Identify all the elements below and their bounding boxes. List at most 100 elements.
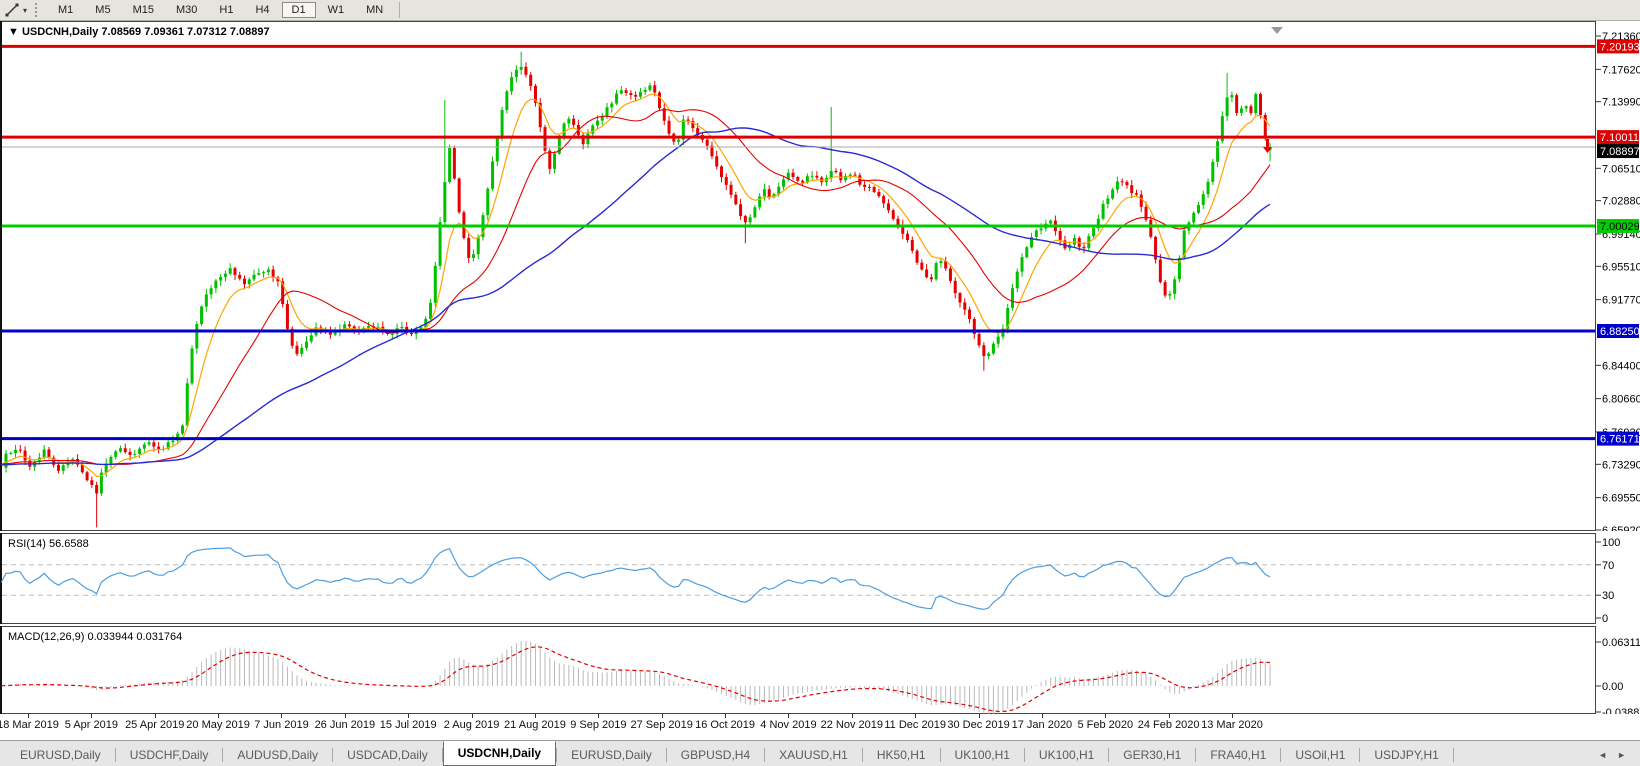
date-axis[interactable]: 18 Mar 2019 5 Apr 2019 25 Apr 2019 20 May 2…	[0, 714, 1640, 740]
date-tick	[471, 714, 473, 718]
macd-label: MACD(12,26,9) 0.033944 0.031764	[8, 631, 182, 643]
tab-fra40-h1[interactable]: FRA40,H1	[1210, 747, 1267, 762]
date-tick	[28, 714, 29, 718]
price-badge	[1597, 130, 1639, 145]
date-tick	[281, 714, 283, 718]
rsi-level-label: 30	[1602, 590, 1614, 602]
tab-usdcnh-daily[interactable]: USDCNH,Daily	[442, 741, 557, 766]
date-tick	[978, 714, 980, 718]
tab-ger30-h1[interactable]: GER30,H1	[1123, 747, 1182, 762]
date-label: 20 May 2019	[186, 719, 250, 731]
tab-divider	[441, 747, 443, 762]
rsi-panel[interactable]: 100 70 30 0 RSI(14) 56.6588	[0, 533, 1640, 624]
tab-hk50-h1[interactable]: HK50,H1	[876, 747, 926, 762]
macd-panel[interactable]: 0.063113 0.00 -0.038872 MACD(12,26,9) 0.033…	[0, 626, 1640, 714]
price-badge-label: 7.00029	[1600, 221, 1640, 233]
date-label: 2 Aug 2019	[443, 719, 500, 731]
date-label: 25 Apr 2019	[125, 719, 185, 731]
price-tick-label: 7.17620	[1602, 64, 1640, 76]
tab-audusd-daily[interactable]: AUDUSD,Daily	[237, 747, 319, 762]
price-badge-label: 7.20193	[1600, 41, 1640, 53]
price-badge	[1597, 144, 1639, 159]
date-label: 7 Jun 2019	[254, 719, 309, 731]
toolbar-grip[interactable]	[35, 3, 41, 17]
timeframe-button-D1[interactable]: D1	[281, 2, 316, 18]
tabs-scroll-left-icon[interactable]: ◄	[1598, 749, 1608, 760]
price-tick-label: 7.13990	[1602, 97, 1640, 109]
tab-eurusd-daily[interactable]: EURUSD,Daily	[20, 747, 101, 762]
date-label: 5 Feb 2020	[1077, 719, 1134, 731]
tab-divider	[222, 747, 224, 762]
tab-usdcad-daily[interactable]: USDCAD,Daily	[347, 747, 428, 762]
price-badge	[1597, 431, 1639, 446]
tabs-scroll-arrows: ◄ ►	[1598, 750, 1626, 760]
date-tick	[1105, 714, 1107, 718]
scroll-end-marker	[1271, 27, 1283, 34]
tab-xauusd-h1[interactable]: XAUUSD,H1	[779, 747, 848, 762]
main-chart[interactable]: 7.213607.176207.139907.065107.028806.991…	[0, 21, 1640, 531]
date-tick	[218, 714, 220, 718]
timeframe-button-H1[interactable]: H1	[219, 4, 234, 16]
line-tool-button[interactable]: ▾	[0, 1, 31, 19]
timeframe-button-W1[interactable]: W1	[327, 4, 345, 16]
price-tick-label: 6.95510	[1602, 261, 1640, 273]
price-badge-label: 6.76171	[1600, 434, 1640, 446]
date-label: 16 Oct 2019	[695, 719, 756, 731]
tab-divider	[665, 747, 667, 762]
tab-divider	[1108, 747, 1110, 762]
date-tick	[851, 714, 853, 718]
date-tick	[91, 714, 93, 718]
date-tick	[1041, 714, 1043, 718]
tick-down-arrow	[1263, 139, 1272, 153]
tab-divider	[1359, 747, 1361, 762]
timeframe-button-M5[interactable]: M5	[95, 4, 111, 16]
tab-gbpusd-h4[interactable]: GBPUSD,H4	[680, 747, 751, 762]
date-label: 17 Jan 2020	[1011, 719, 1073, 731]
tabs-scroll-right-icon[interactable]: ►	[1617, 749, 1626, 760]
price-tick-label: 6.65920	[1602, 525, 1640, 531]
timeframe-buttons: M1 M5 M15 M30 H1 H4 D1 W1 MN	[47, 2, 394, 18]
macd-level-label: 0.063113	[1602, 637, 1640, 649]
tab-divider	[1195, 747, 1197, 762]
date-label: 15 Jul 2019	[379, 719, 437, 731]
timeframe-button-M15[interactable]: M15	[132, 4, 154, 16]
timeframe-button-H4[interactable]: H4	[255, 4, 270, 16]
price-tick-label: 7.06510	[1602, 163, 1640, 175]
date-label: 5 Apr 2019	[64, 719, 118, 731]
date-tick	[1168, 714, 1170, 718]
timeframe-button-MN[interactable]: MN	[366, 4, 384, 16]
toolbar-separator	[399, 2, 401, 18]
price-badge	[1597, 39, 1639, 54]
timeframe-button-M1[interactable]: M1	[58, 4, 74, 16]
date-tick	[154, 714, 156, 718]
tab-uk100-h1[interactable]: UK100,H1	[954, 747, 1010, 762]
tab-divider	[1023, 747, 1025, 762]
tab-divider	[1452, 747, 1454, 762]
tab-usoil-h1[interactable]: USOil,H1	[1295, 747, 1346, 762]
price-badge	[1597, 324, 1639, 339]
date-tick	[1232, 714, 1234, 718]
date-tick	[534, 714, 536, 718]
chart-tabs: EURUSD,Daily USDCHF,Daily AUDUSD,Daily USDC…	[0, 740, 1640, 766]
macd-level-label: 0.00	[1602, 681, 1623, 693]
price-badge-label: 6.88250	[1600, 326, 1640, 338]
tab-eurusd-daily[interactable]: EURUSD,Daily	[571, 747, 652, 762]
date-label: 30 Dec 2019	[947, 719, 1010, 731]
date-label: 22 Nov 2019	[820, 719, 883, 731]
chevron-down-icon: ▾	[23, 5, 28, 15]
tab-usdchf-daily[interactable]: USDCHF,Daily	[129, 747, 209, 762]
tab-usdjpy-h1[interactable]: USDJPY,H1	[1374, 747, 1439, 762]
date-tick	[661, 714, 663, 718]
date-tick	[725, 714, 727, 718]
date-label: 24 Feb 2020	[1137, 719, 1200, 731]
tab-uk100-h1[interactable]: UK100,H1	[1038, 747, 1095, 762]
price-badge	[1597, 219, 1639, 234]
rsi-level-label: 70	[1602, 560, 1614, 572]
date-label: 11 Dec 2019	[884, 719, 946, 731]
price-badge-label: 7.08897	[1600, 146, 1640, 158]
date-tick	[408, 714, 410, 718]
date-tick	[915, 714, 917, 718]
toolbar: ▾ M1 M5 M15 M30 H1 H4 D1 W1 MN	[0, 0, 1640, 21]
timeframe-button-M30[interactable]: M30	[175, 4, 198, 16]
tab-divider	[1280, 747, 1282, 762]
